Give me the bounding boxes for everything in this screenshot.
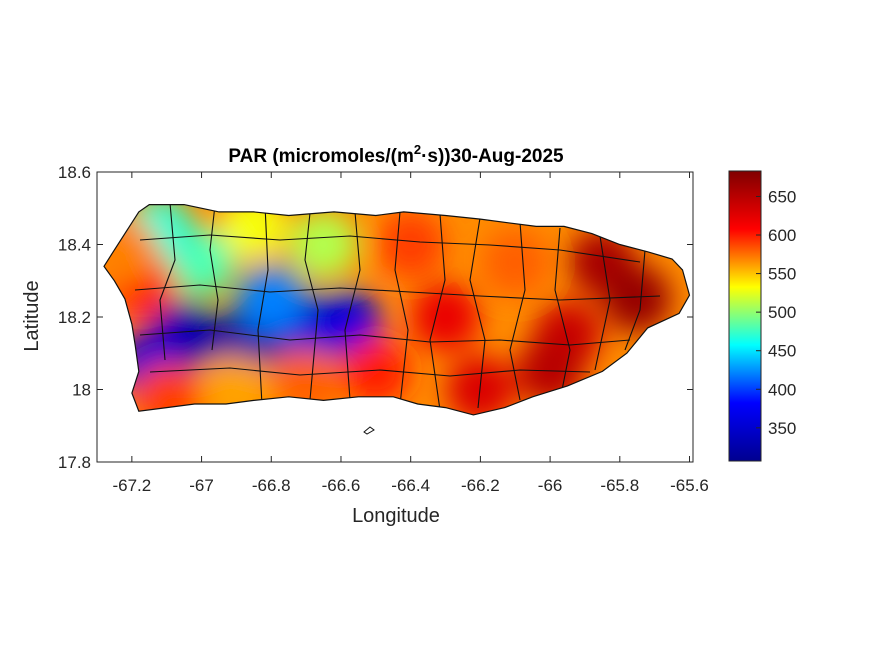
x-tick-label: -66.8 [252, 476, 291, 495]
y-tick-label: 17.8 [58, 453, 91, 472]
y-axis: 18.6 18.4 18.2 18 17.8 [58, 163, 693, 472]
offshore-islet [363, 426, 375, 435]
colorbar-tick-label: 600 [768, 226, 796, 245]
y-tick-label: 18.6 [58, 163, 91, 182]
colorbar-tick-label: 400 [768, 380, 796, 399]
y-axis-label: Latitude [21, 280, 43, 351]
x-tick-label: -66.4 [391, 476, 430, 495]
par-sample-5 [237, 264, 306, 333]
par-sample-8 [289, 210, 358, 279]
x-tick-label: -66 [538, 476, 563, 495]
x-axis-label: Longitude [352, 505, 440, 527]
x-tick-label: -67.2 [112, 476, 151, 495]
title-sup: 2 [414, 142, 421, 157]
par-sample-18 [481, 228, 550, 297]
x-tick-label: -65.8 [600, 476, 639, 495]
municipality-boundaries [134, 204, 661, 411]
x-axis: -67.2 -67 -66.8 -66.6 -66.4 -66.2 -66 -65.8 -65.… [112, 172, 709, 495]
x-tick-label: -66.2 [461, 476, 500, 495]
y-tick-label: 18 [72, 381, 91, 400]
y-tick-label: 18.4 [58, 236, 91, 255]
colorbar-gradient [728, 170, 762, 462]
x-tick-label: -67 [189, 476, 214, 495]
par-sample-23 [376, 210, 445, 279]
title-main: PAR (micromoles/(m [228, 146, 413, 167]
colorbar-tick-label: 450 [768, 342, 796, 361]
colorbar-tick-label: 650 [768, 187, 796, 206]
par-sample-20 [603, 264, 672, 333]
colorbar-tick-label: 500 [768, 303, 796, 322]
chart-title: PAR (micromoles/(m2·s))30-Aug-2025 [228, 142, 564, 167]
x-tick-label: -65.6 [670, 476, 709, 495]
par-sample-17 [411, 283, 480, 351]
par-sample-15 [341, 337, 410, 406]
par-field [104, 204, 672, 415]
colorbar-tick-label: 550 [768, 265, 796, 284]
axes: -67.2 -67 -66.8 -66.6 -66.4 -66.2 -66 -65.8 -65.… [58, 163, 709, 495]
y-tick-label: 18.2 [58, 308, 91, 327]
heat-layer [104, 204, 690, 415]
colorbar-ticks: 650 600 550 500 450 400 350 [756, 187, 796, 438]
title-rest: ·s))30-Aug-2025 [421, 146, 564, 167]
coastline [103, 204, 691, 416]
colorbar-tick-label: 350 [768, 419, 796, 438]
colorbar: 650 600 550 500 450 400 350 [728, 170, 796, 462]
x-tick-label: -66.6 [322, 476, 361, 495]
